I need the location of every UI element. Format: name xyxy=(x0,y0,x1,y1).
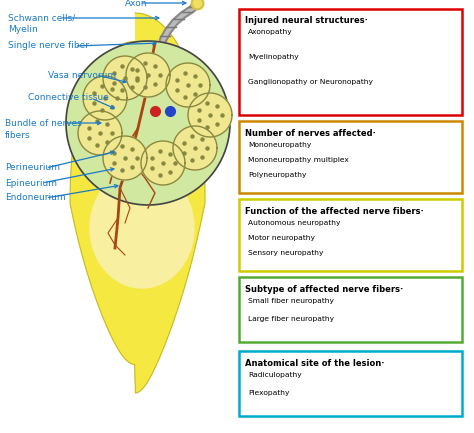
Text: fibers: fibers xyxy=(5,130,31,139)
Polygon shape xyxy=(166,63,210,107)
FancyBboxPatch shape xyxy=(239,277,462,342)
Polygon shape xyxy=(83,76,127,120)
Text: Plexopathy: Plexopathy xyxy=(248,390,290,396)
Text: Epineurium: Epineurium xyxy=(5,178,57,187)
Polygon shape xyxy=(90,168,194,288)
Polygon shape xyxy=(188,93,232,137)
Text: Myelinopathy: Myelinopathy xyxy=(248,54,299,60)
Polygon shape xyxy=(66,41,230,205)
Text: Ganglionopathy or Neuronopathy: Ganglionopathy or Neuronopathy xyxy=(248,79,373,85)
Polygon shape xyxy=(70,13,205,393)
Text: Connective tissue: Connective tissue xyxy=(28,94,109,103)
Text: Bundle of nerves: Bundle of nerves xyxy=(5,119,82,127)
FancyBboxPatch shape xyxy=(239,199,462,271)
Text: Axonopathy: Axonopathy xyxy=(248,29,292,36)
Polygon shape xyxy=(103,136,147,180)
Text: Single nerve fiber: Single nerve fiber xyxy=(8,42,89,51)
Polygon shape xyxy=(103,56,147,100)
FancyBboxPatch shape xyxy=(239,351,462,416)
Text: Motor neuropathy: Motor neuropathy xyxy=(248,235,315,241)
Text: Mononeuropathy: Mononeuropathy xyxy=(248,142,311,148)
Text: Number of nerves affected·: Number of nerves affected· xyxy=(245,129,376,138)
Text: Mononeuropathy multiplex: Mononeuropathy multiplex xyxy=(248,157,349,163)
Text: Subtype of affected nerve fibers·: Subtype of affected nerve fibers· xyxy=(245,285,403,294)
Text: Injured neural structures·: Injured neural structures· xyxy=(245,16,368,26)
Text: Large fiber neuropathy: Large fiber neuropathy xyxy=(248,316,334,322)
Text: Axon: Axon xyxy=(125,0,147,7)
Text: Endoneurium: Endoneurium xyxy=(5,194,65,203)
FancyBboxPatch shape xyxy=(239,121,462,193)
Text: Function of the affected nerve fibers·: Function of the affected nerve fibers· xyxy=(245,207,424,216)
Text: Anatomical site of the lesion·: Anatomical site of the lesion· xyxy=(245,359,384,368)
Polygon shape xyxy=(78,111,122,155)
Text: Perineurium: Perineurium xyxy=(5,164,60,172)
Polygon shape xyxy=(173,126,217,170)
Text: Myelin: Myelin xyxy=(8,26,38,35)
Polygon shape xyxy=(141,141,185,185)
FancyBboxPatch shape xyxy=(239,9,462,115)
Text: Autonomous neuropathy: Autonomous neuropathy xyxy=(248,220,340,226)
Text: Vasa nervorum: Vasa nervorum xyxy=(48,71,116,80)
Text: Sensory neuropathy: Sensory neuropathy xyxy=(248,250,323,255)
Text: Radiculopathy: Radiculopathy xyxy=(248,372,301,378)
Polygon shape xyxy=(126,53,170,97)
Text: Schwann cells/: Schwann cells/ xyxy=(8,13,75,23)
Text: Polyneuropathy: Polyneuropathy xyxy=(248,172,306,178)
Text: Small fiber neuropathy: Small fiber neuropathy xyxy=(248,298,334,304)
